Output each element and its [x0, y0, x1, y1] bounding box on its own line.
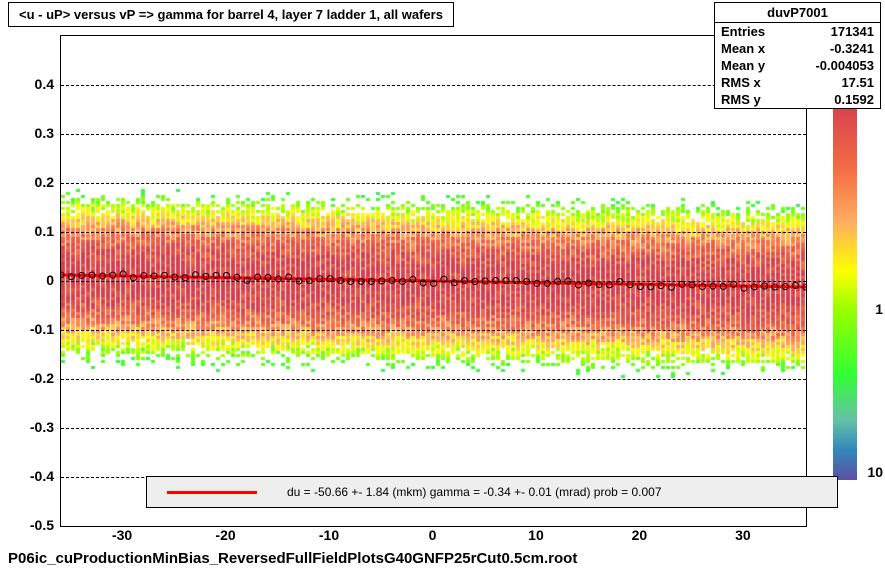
plot-area: du = -50.66 +- 1.84 (mkm) gamma = -0.34 …	[60, 35, 807, 527]
y-tick-label: 0.3	[35, 125, 54, 141]
y-tick-label: -0.5	[30, 517, 54, 533]
stats-value: 17.51	[841, 75, 874, 90]
chart-title-box: <u - uP> versus vP => gamma for barrel 4…	[8, 2, 454, 27]
y-tick-label: 0.1	[35, 223, 54, 239]
chart-title: <u - uP> versus vP => gamma for barrel 4…	[19, 7, 443, 22]
stats-name: duvP7001	[715, 3, 880, 23]
colorbar-label: 1	[875, 301, 883, 317]
x-tick-label: -20	[215, 527, 235, 543]
stats-row: RMS y 0.1592	[715, 91, 880, 108]
x-tick-label: 0	[429, 527, 437, 543]
x-tick-label: 20	[632, 527, 648, 543]
colorbar-label: 10	[867, 464, 883, 480]
stats-row: RMS x 17.51	[715, 74, 880, 91]
file-caption: P06ic_cuProductionMinBias_ReversedFullFi…	[8, 550, 577, 567]
y-tick-label: -0.2	[30, 370, 54, 386]
y-tick-label: 0.2	[35, 174, 54, 190]
y-axis: -0.5-0.4-0.3-0.2-0.100.10.20.30.4	[0, 35, 58, 525]
stats-value: 0.1592	[834, 92, 874, 107]
stats-value: -0.3241	[830, 41, 874, 56]
stats-label: Mean x	[721, 41, 765, 56]
stats-label: Entries	[721, 24, 765, 39]
heatmap-canvas	[61, 36, 806, 526]
fit-legend-box: du = -50.66 +- 1.84 (mkm) gamma = -0.34 …	[146, 476, 838, 508]
fit-legend-text: du = -50.66 +- 1.84 (mkm) gamma = -0.34 …	[287, 485, 662, 499]
stats-box: duvP7001 Entries171341Mean x-0.3241Mean …	[714, 2, 881, 109]
y-tick-label: -0.3	[30, 419, 54, 435]
stats-row: Mean y -0.004053	[715, 57, 880, 74]
x-axis: -30 -20 -10 0 10 20 30	[60, 525, 805, 545]
colorbar	[833, 100, 857, 480]
stats-label: RMS y	[721, 92, 761, 107]
stats-value: 171341	[831, 24, 874, 39]
stats-label: RMS x	[721, 75, 761, 90]
y-tick-label: -0.4	[30, 468, 54, 484]
stats-label: Mean y	[721, 58, 765, 73]
x-tick-label: -30	[112, 527, 132, 543]
stats-row: Entries 171341	[715, 23, 880, 40]
x-tick-label: -10	[319, 527, 339, 543]
y-tick-label: 0	[46, 272, 54, 288]
y-tick-label: -0.1	[30, 321, 54, 337]
stats-value: -0.004053	[815, 58, 874, 73]
y-tick-label: 0.4	[35, 76, 54, 92]
x-tick-label: 10	[528, 527, 544, 543]
stats-row: Mean x -0.3241	[715, 40, 880, 57]
x-tick-label: 30	[735, 527, 751, 543]
fit-legend-line	[167, 491, 257, 494]
